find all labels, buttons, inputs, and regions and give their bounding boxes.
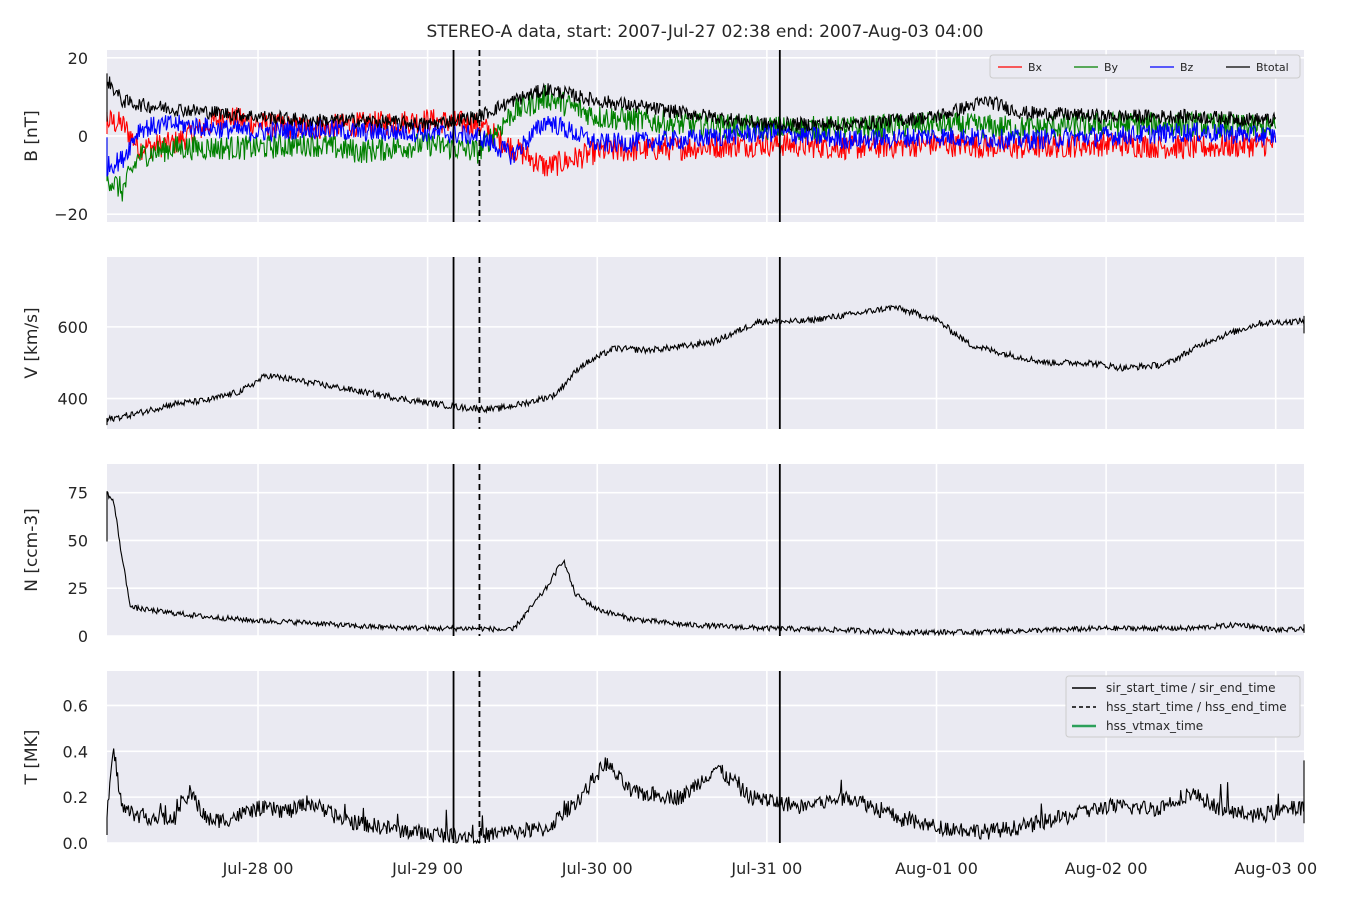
x-tick-label: Jul-31 00 xyxy=(730,859,802,878)
panel-v-ylabel: V [km/s] xyxy=(22,307,42,378)
y-tick-label: 0 xyxy=(78,127,88,146)
legend-label: Bz xyxy=(1180,61,1194,74)
panel-v: 600 400 V [km/s] xyxy=(22,257,1305,429)
panel-b-yticks: 20 0 −20 xyxy=(54,49,88,224)
panel-t-ylabel: T [MK] xyxy=(22,730,42,786)
panel-t-legend: sir_start_time / sir_end_time hss_start_t… xyxy=(1065,675,1301,738)
panel-b: 20 0 −20 B [nT] Bx By Bz Btotal xyxy=(22,49,1304,224)
legend-label: hss_start_time / hss_end_time xyxy=(1106,700,1287,714)
y-tick-label: 0 xyxy=(78,627,88,646)
legend-label: Btotal xyxy=(1256,61,1289,74)
x-tick-label: Aug-03 00 xyxy=(1234,859,1317,878)
panel-v-lines xyxy=(106,304,1305,426)
x-tick-label: Jul-30 00 xyxy=(561,859,633,878)
y-tick-label: 0.4 xyxy=(63,742,88,761)
series-line-bz xyxy=(106,114,1277,177)
panel-t-lines xyxy=(106,748,1305,845)
series-line-btotal xyxy=(106,73,1277,133)
y-tick-label: 0.0 xyxy=(63,834,88,853)
series-line-by xyxy=(106,84,1277,202)
panel-v-event-lines xyxy=(452,257,781,429)
panel-t-yticks: 0.6 0.4 0.2 0.0 xyxy=(63,696,88,853)
x-tick-label: Jul-28 00 xyxy=(222,859,294,878)
panel-b-lines xyxy=(106,73,1277,202)
legend-box xyxy=(989,54,1301,79)
figure-title: STEREO-A data, start: 2007-Jul-27 02:38 … xyxy=(427,22,984,42)
series-line xyxy=(106,748,1305,845)
panel-n-event-lines xyxy=(452,464,781,636)
legend-box xyxy=(1065,675,1301,738)
legend-label: By xyxy=(1104,61,1119,74)
y-tick-label: 50 xyxy=(68,531,88,550)
series-line xyxy=(106,491,1305,637)
panel-n-yticks: 75 50 25 0 xyxy=(68,484,88,646)
y-tick-label: 75 xyxy=(68,484,88,503)
x-tick-label: Aug-01 00 xyxy=(895,859,978,878)
series-line xyxy=(106,304,1305,426)
panel-n-grid xyxy=(107,464,1304,637)
x-tick-label: Jul-29 00 xyxy=(391,859,463,878)
legend-label: hss_vtmax_time xyxy=(1106,719,1203,733)
panel-v-yticks: 600 400 xyxy=(57,318,88,409)
x-tick-label: Aug-02 00 xyxy=(1065,859,1148,878)
panel-b-event-lines xyxy=(452,50,781,222)
x-axis-ticks: Jul-28 00 Jul-29 00 Jul-30 00 Jul-31 00 Aug-… xyxy=(222,859,1318,878)
panel-n-ylabel: N [ccm-3] xyxy=(22,508,42,592)
y-tick-label: 600 xyxy=(57,318,88,337)
legend-label: sir_start_time / sir_end_time xyxy=(1106,681,1276,695)
y-tick-label: 0.6 xyxy=(63,696,88,715)
y-tick-label: 20 xyxy=(68,49,88,68)
panel-t: 0.6 0.4 0.2 0.0 T [MK] sir_start_time / sir… xyxy=(22,671,1305,853)
panel-n-lines xyxy=(106,491,1305,637)
legend-label: Bx xyxy=(1028,61,1043,74)
y-tick-label: 25 xyxy=(68,579,88,598)
panel-t-event-lines xyxy=(452,671,781,843)
y-tick-label: 400 xyxy=(57,390,88,409)
panel-v-grid xyxy=(107,257,1304,429)
panel-n: 75 50 25 0 N [ccm-3] xyxy=(22,464,1305,646)
y-tick-label: −20 xyxy=(54,205,88,224)
panel-b-legend: Bx By Bz Btotal xyxy=(989,54,1301,79)
panel-n-background xyxy=(107,464,1304,636)
y-tick-label: 0.2 xyxy=(63,788,88,807)
panel-b-ylabel: B [nT] xyxy=(22,110,42,162)
